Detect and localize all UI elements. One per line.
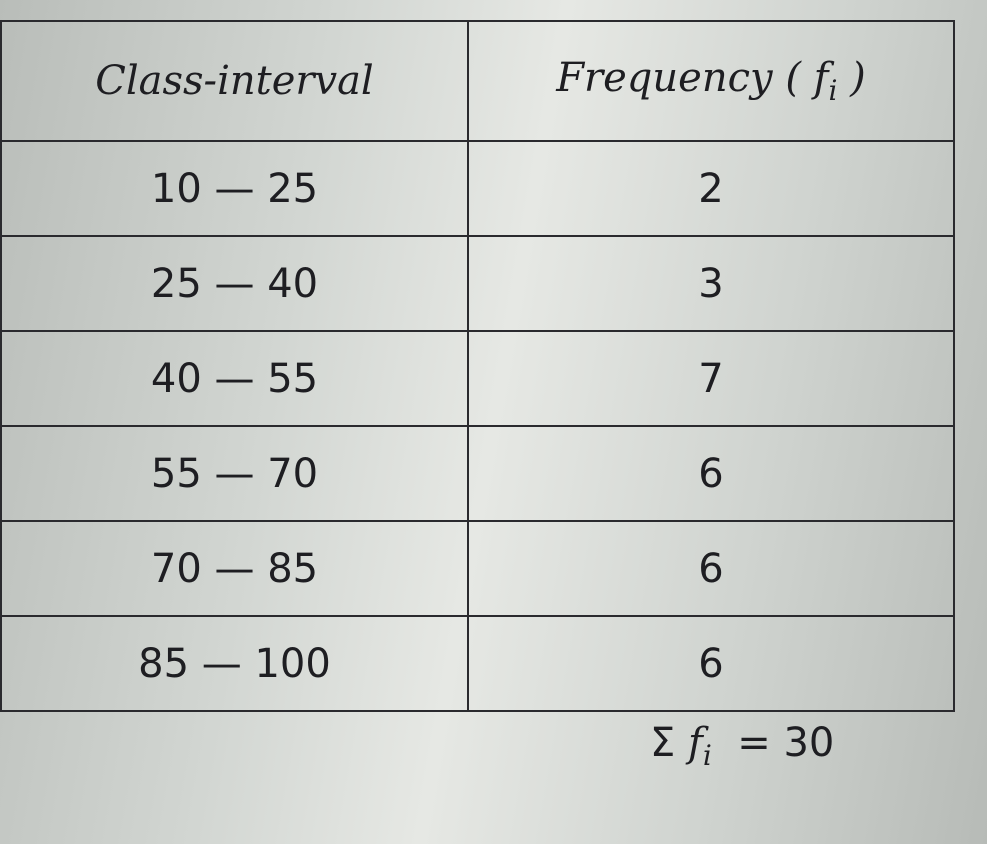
frequency-cell: 3 bbox=[467, 235, 955, 332]
class-interval-cell: 10 — 25 bbox=[0, 140, 469, 237]
frequency-table: Class-interval Frequency ( fi ) 10 — 25 2… bbox=[0, 20, 955, 712]
class-interval-cell: 40 — 55 bbox=[0, 330, 469, 427]
frequency-cell: 6 bbox=[467, 425, 955, 522]
header-cell: Class-interval bbox=[0, 20, 469, 142]
frequency-cell: 6 bbox=[467, 520, 955, 617]
header-text: ) bbox=[850, 55, 866, 101]
data-row: 70 — 85 6 bbox=[0, 520, 955, 617]
header-text: Frequency ( bbox=[556, 55, 801, 101]
header-cell: Frequency ( fi ) bbox=[467, 20, 955, 142]
frequency-cell: 2 bbox=[467, 140, 955, 237]
frequency-cell: 7 bbox=[467, 330, 955, 427]
class-interval-cell: 85 — 100 bbox=[0, 615, 469, 712]
subscript: i bbox=[702, 739, 712, 772]
data-row: 85 — 100 6 bbox=[0, 615, 955, 712]
symbol: f bbox=[813, 55, 829, 101]
data-row: 40 — 55 7 bbox=[0, 330, 955, 427]
data-row: 55 — 70 6 bbox=[0, 425, 955, 522]
class-interval-cell: 25 — 40 bbox=[0, 235, 469, 332]
sum-line: Σ fi = 30 bbox=[650, 720, 834, 772]
equals: = bbox=[737, 720, 771, 766]
subscript: i bbox=[828, 74, 838, 107]
data-row: 25 — 40 3 bbox=[0, 235, 955, 332]
class-interval-cell: 55 — 70 bbox=[0, 425, 469, 522]
header-text: Class-interval bbox=[95, 58, 374, 104]
frequency-cell: 6 bbox=[467, 615, 955, 712]
total: 30 bbox=[783, 720, 835, 766]
class-interval-cell: 70 — 85 bbox=[0, 520, 469, 617]
header-row: Class-interval Frequency ( fi ) bbox=[0, 20, 955, 142]
symbol: f bbox=[688, 720, 703, 766]
sigma: Σ bbox=[650, 720, 676, 766]
data-row: 10 — 25 2 bbox=[0, 140, 955, 237]
